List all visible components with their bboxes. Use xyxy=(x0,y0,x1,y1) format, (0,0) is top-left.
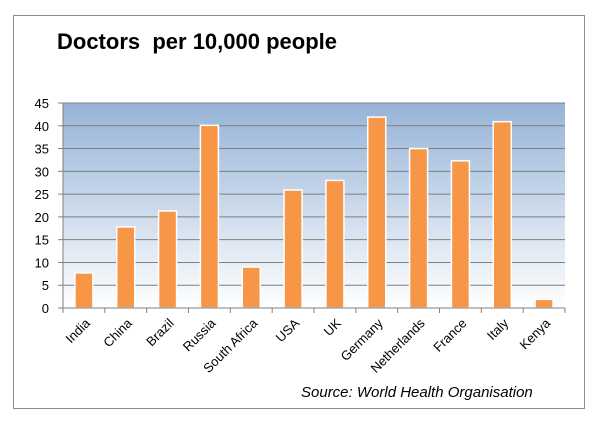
bar-netherlands xyxy=(408,147,429,309)
x-tick-label: India xyxy=(62,315,93,346)
y-tick-label: 30 xyxy=(35,164,49,179)
y-tick-label: 10 xyxy=(35,255,49,270)
bar-usa xyxy=(283,189,303,309)
x-tick-label: Italy xyxy=(484,315,512,343)
y-tick-label: 5 xyxy=(42,278,49,293)
x-tick-label: France xyxy=(430,316,469,355)
y-tick-label: 15 xyxy=(35,233,49,248)
bar-india xyxy=(74,272,94,309)
bars xyxy=(74,116,554,309)
chart-source-note: Source: World Health Organisation xyxy=(301,384,533,401)
axes xyxy=(58,102,566,313)
y-tick-label: 45 xyxy=(35,96,49,111)
bar-germany xyxy=(367,116,387,309)
x-tick-label: USA xyxy=(273,315,303,345)
bar-china xyxy=(116,226,136,309)
bar-uk xyxy=(325,179,345,309)
x-tick-label: Brazil xyxy=(143,315,177,349)
x-tick-label: UK xyxy=(321,315,345,339)
y-tick-label: 40 xyxy=(35,119,49,134)
y-tick-labels: 0 5 10 15 20 25 30 35 40 45 xyxy=(35,96,49,316)
bar-italy xyxy=(492,120,512,309)
y-tick-label: 25 xyxy=(35,187,49,202)
bar-russia xyxy=(199,124,220,309)
x-tick-label: Kenya xyxy=(517,315,554,352)
bar-kenya xyxy=(534,298,554,309)
y-tick-label: 20 xyxy=(35,210,49,225)
y-tick-label: 0 xyxy=(42,301,49,316)
chart-title: Doctors per 10,000 people xyxy=(57,29,337,54)
x-tick-label: China xyxy=(100,315,135,350)
y-tick-label: 35 xyxy=(35,142,49,157)
bar-france xyxy=(450,160,471,309)
x-tick-label: Russia xyxy=(180,315,219,354)
bar-brazil xyxy=(157,210,178,309)
gridlines xyxy=(63,102,565,286)
plot-area xyxy=(63,103,565,308)
bar-south-africa xyxy=(241,266,261,309)
